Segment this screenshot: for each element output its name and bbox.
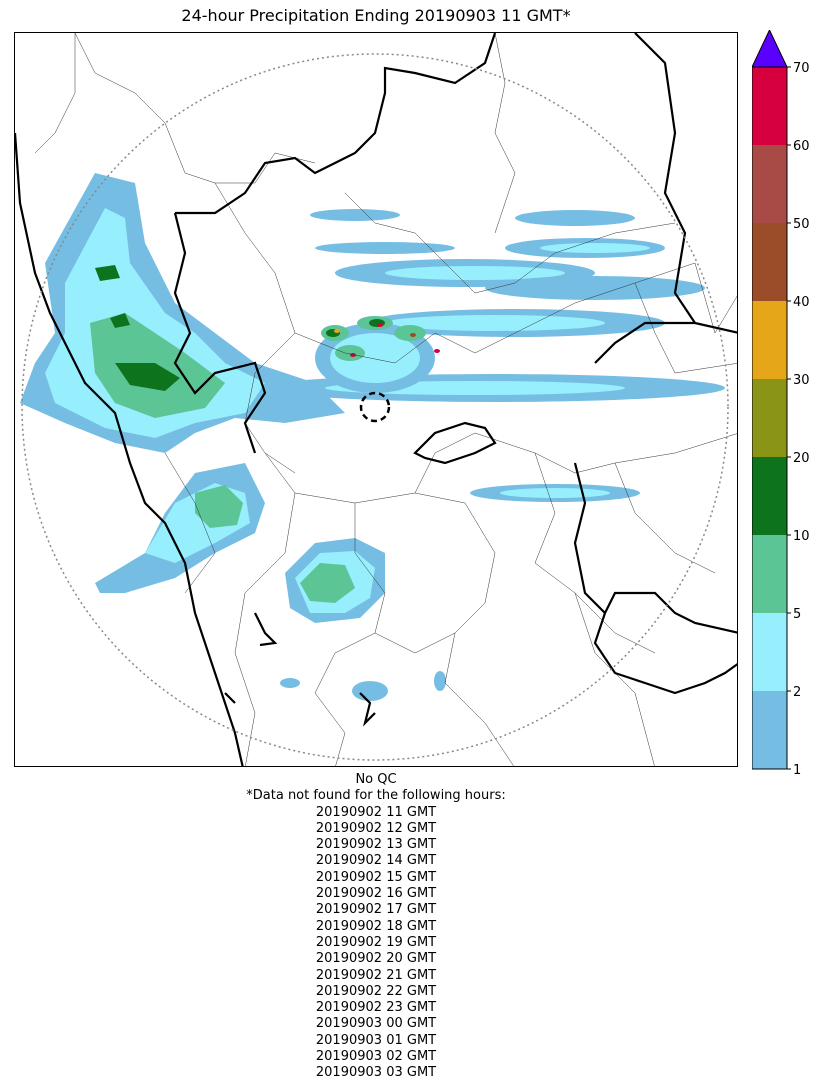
colorbar-bin: [752, 535, 787, 613]
missing-hour-item: 20190902 18 GMT: [315, 918, 437, 934]
radar-map: [14, 32, 738, 767]
colorbar-graphic: 1 2 5 10 20 30 40 50 60 70: [751, 28, 810, 778]
colorbar-bin: [752, 223, 787, 301]
precip-area-moderate: [500, 488, 610, 498]
precip-area-very-heavy: [95, 265, 120, 281]
missing-hour-item: 20190902 13 GMT: [315, 837, 437, 853]
missing-hour-item: 20190902 12 GMT: [315, 820, 437, 836]
precip-area-moderate: [540, 243, 650, 253]
colorbar-bin: [752, 379, 787, 457]
missing-header: *Data not found for the following hours:: [246, 788, 506, 804]
precip-area-heavy: [335, 345, 365, 361]
colorbar-tick-label: 5: [793, 607, 801, 622]
radar-range-ring: [21, 53, 729, 761]
colorbar: 1 2 5 10 20 30 40 50 60 70: [751, 28, 825, 778]
precip-area-intense: [410, 333, 416, 337]
missing-hour-item: 20190902 19 GMT: [315, 934, 437, 950]
missing-hour-item: 20190903 02 GMT: [315, 1049, 437, 1065]
colorbar-tick-label: 10: [793, 529, 810, 544]
precip-area-heavy: [300, 563, 355, 603]
colorbar-tick-label: 70: [793, 61, 810, 76]
colorbar-bin: [752, 67, 787, 145]
precip-area-light: [280, 678, 300, 688]
missing-hour-item: 20190902 11 GMT: [315, 804, 437, 820]
missing-hour-item: 20190902 14 GMT: [315, 853, 437, 869]
missing-hour-item: 20190903 01 GMT: [315, 1032, 437, 1048]
missing-hour-item: 20190902 17 GMT: [315, 902, 437, 918]
missing-hour-item: 20190902 16 GMT: [315, 886, 437, 902]
missing-hour-item: 20190902 15 GMT: [315, 869, 437, 885]
colorbar-tick-label: 40: [793, 295, 810, 310]
precip-area-heavy: [195, 485, 243, 528]
precip-area-moderate: [385, 266, 565, 280]
precip-area-heavy: [394, 325, 426, 341]
precip-area-very-heavy: [115, 363, 180, 391]
precip-area-intense: [434, 349, 440, 353]
precip-area-light: [515, 210, 635, 226]
missing-hours-list: 20190902 11 GMT 20190902 12 GMT 20190902 1…: [14, 805, 738, 1082]
precip-area-light: [315, 242, 455, 254]
precip-area-light: [434, 671, 446, 691]
precip-area-intense: [334, 329, 340, 333]
missing-hour-item: 20190902 23 GMT: [315, 1000, 437, 1016]
map-canvas: [15, 33, 737, 766]
precip-area-moderate: [385, 315, 605, 331]
colorbar-tick-label: 50: [793, 217, 810, 232]
colorbar-frame: [751, 66, 788, 770]
state-boundaries: [15, 33, 737, 766]
precip-area-light: [485, 276, 705, 300]
missing-hour-item: 20190903 00 GMT: [315, 1016, 437, 1032]
coastline: [15, 132, 244, 766]
qc-note: No QC: [355, 772, 397, 787]
radar-site-marker: [359, 391, 391, 423]
colorbar-tick-label: 1: [793, 763, 801, 775]
precip-area-intense: [350, 353, 356, 357]
missing-hour-item: 20190902 21 GMT: [315, 967, 437, 983]
precip-area-very-heavy: [110, 313, 130, 328]
precip-area-light: [352, 681, 388, 701]
colorbar-bin: [752, 301, 787, 379]
colorbar-bin: [752, 691, 787, 769]
precip-area-intense: [377, 323, 383, 327]
map-title: 24-hour Precipitation Ending 20190903 11…: [181, 6, 571, 25]
missing-hour-item: 20190902 22 GMT: [315, 983, 437, 999]
notes-block: No QC *Data not found for the following …: [14, 772, 738, 1082]
colorbar-tick-label: 20: [793, 451, 810, 466]
colorbar-tick-label: 60: [793, 139, 810, 154]
missing-hour-item: 20190902 20 GMT: [315, 951, 437, 967]
precip-area-light: [310, 209, 400, 221]
colorbar-bin: [752, 613, 787, 691]
missing-hour-item: 20190903 03 GMT: [315, 1065, 437, 1081]
colorbar-tick-label: 2: [793, 685, 801, 700]
colorbar-bin: [752, 457, 787, 535]
colorbar-tick-label: 30: [793, 373, 810, 388]
colorbar-bin: [752, 145, 787, 223]
precip-field: [20, 173, 725, 701]
colorbar-extend-arrow: [751, 28, 788, 68]
